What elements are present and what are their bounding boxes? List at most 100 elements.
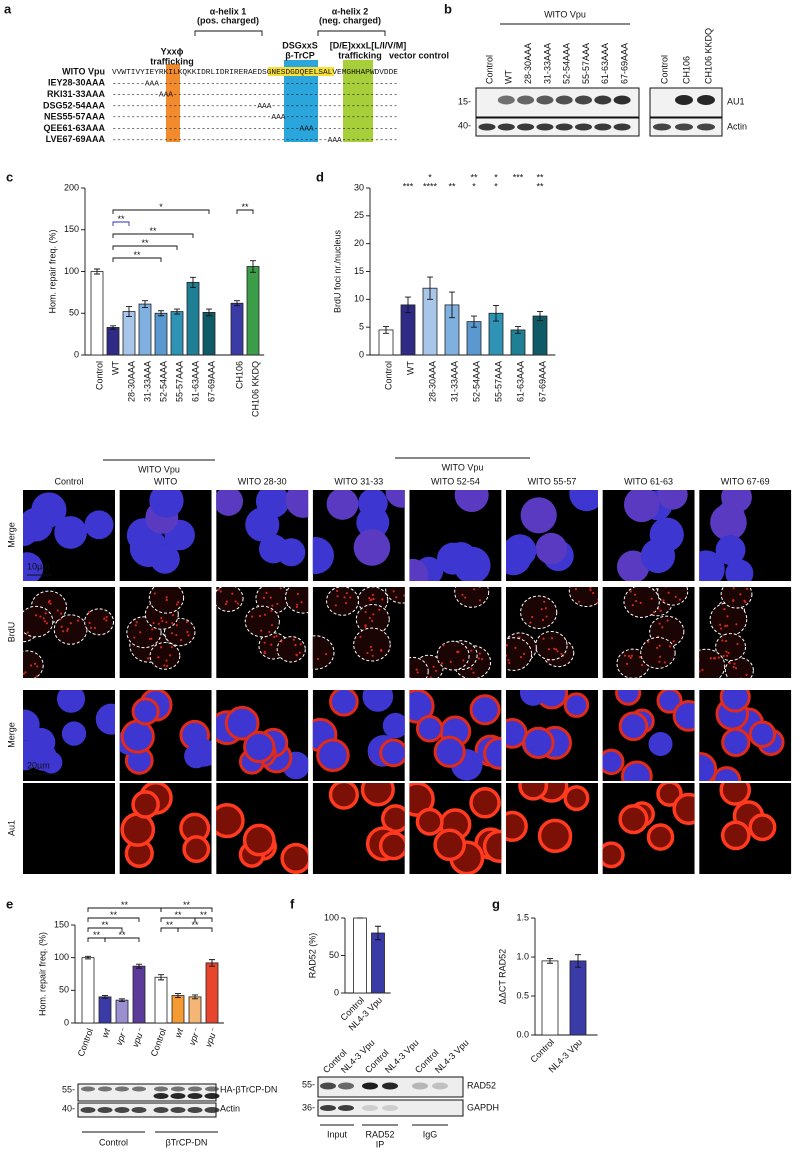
- cell-stain: [720, 820, 751, 851]
- foci: [631, 604, 635, 607]
- motif-label: trafficking: [338, 50, 382, 60]
- x-tick-label: Control: [94, 361, 104, 390]
- foci: [165, 621, 168, 624]
- foci: [312, 657, 313, 659]
- foci: [160, 617, 163, 620]
- blot-row-label: HA-βTrCP-DN: [220, 1084, 277, 1094]
- micrograph: [602, 783, 695, 874]
- nucleus: [285, 490, 309, 518]
- foci: [343, 596, 346, 599]
- foci: [179, 638, 183, 642]
- foci: [652, 611, 655, 614]
- micrograph: [699, 783, 792, 874]
- x-tick-label: wt: [173, 1027, 186, 1039]
- foci: [409, 676, 412, 678]
- foci: [279, 587, 282, 590]
- cell: [615, 690, 642, 706]
- foci: [161, 620, 164, 623]
- foci: [60, 625, 63, 628]
- nucleus-outline: [23, 650, 44, 678]
- blot-band: [517, 123, 535, 131]
- foci: [449, 660, 452, 663]
- error-bar: [493, 305, 499, 322]
- foci: [658, 622, 661, 625]
- nucleus: [657, 490, 688, 510]
- cell: [721, 727, 751, 758]
- blot-band: [153, 1093, 169, 1099]
- foci: [724, 624, 727, 628]
- foci: [666, 619, 669, 622]
- cell: [131, 697, 160, 726]
- y-tick-label: 50: [69, 308, 79, 318]
- significance-label: **: [448, 181, 456, 191]
- cell-stain: [378, 831, 405, 861]
- blot-band: [171, 1086, 185, 1092]
- micrograph: [409, 690, 502, 781]
- column-header: WITO 31-33: [334, 476, 383, 486]
- foci: [470, 649, 473, 652]
- cell: [712, 766, 742, 781]
- micrograph: [506, 587, 598, 678]
- foci: [171, 614, 175, 617]
- y-tick-label: 20: [354, 238, 364, 248]
- sequence: -------------------------------AAA------…: [112, 103, 398, 111]
- scale-bar-label: 10µm: [27, 561, 50, 571]
- nucleus: [385, 490, 405, 508]
- bar: [569, 960, 587, 1036]
- foci: [187, 634, 190, 637]
- error-bar: [110, 325, 116, 330]
- panel-label: c: [6, 169, 13, 184]
- foci: [371, 619, 374, 623]
- foci: [148, 637, 151, 640]
- cell: [415, 714, 444, 743]
- foci: [299, 643, 302, 646]
- foci: [656, 646, 659, 649]
- y-tick-label: 0: [74, 349, 79, 359]
- cell: [699, 752, 718, 781]
- foci: [166, 665, 169, 668]
- foci: [300, 601, 303, 604]
- error-bar: [427, 276, 433, 300]
- cell-stain: [280, 842, 309, 874]
- significance-label: **: [101, 920, 109, 930]
- bar: [353, 917, 367, 994]
- helix-label: α-helix 2: [332, 6, 369, 16]
- foci: [275, 634, 278, 638]
- group-label: WITO Vpu: [138, 464, 180, 474]
- foci: [380, 649, 383, 653]
- blot-band: [362, 1105, 378, 1111]
- foci: [292, 638, 295, 641]
- blot-band: [594, 123, 612, 131]
- cell-stain: [415, 807, 444, 836]
- significance-label: **: [241, 202, 249, 212]
- foci: [699, 658, 701, 661]
- motif-label: DSGxxS: [282, 40, 318, 50]
- motif-label: [D/E]xxxL[L/I/V/M]: [330, 40, 407, 50]
- x-tick-label: 55-57AAA: [174, 361, 184, 402]
- y-tick-label: 0: [334, 987, 339, 997]
- x-tick-label: 52-54AAA: [158, 361, 168, 402]
- foci: [35, 614, 38, 617]
- helix-label: α-helix 1: [210, 6, 247, 16]
- cell: [519, 690, 547, 706]
- cell: [95, 703, 115, 735]
- cell: [329, 690, 359, 717]
- foci: [368, 597, 371, 600]
- x-tick-label: 67-69AAA: [537, 361, 547, 402]
- group-label: Control: [99, 1137, 128, 1147]
- foci: [719, 627, 723, 630]
- row-label: Merge: [6, 522, 16, 548]
- group-label: IP: [376, 1139, 385, 1149]
- foci: [175, 624, 178, 627]
- marker-label: 40-: [458, 120, 471, 130]
- row-name: DSG52-54AAA: [43, 100, 106, 110]
- error-bar: [375, 925, 381, 941]
- foci: [280, 640, 283, 643]
- foci: [416, 671, 419, 674]
- sequence: ----------AAA---------------------------…: [112, 92, 398, 100]
- lane-label: CH106: [681, 56, 691, 84]
- foci: [175, 603, 179, 606]
- blot-band: [170, 1107, 186, 1113]
- blot-row-label: AU1: [727, 96, 745, 106]
- group-label: IgG: [423, 1129, 438, 1139]
